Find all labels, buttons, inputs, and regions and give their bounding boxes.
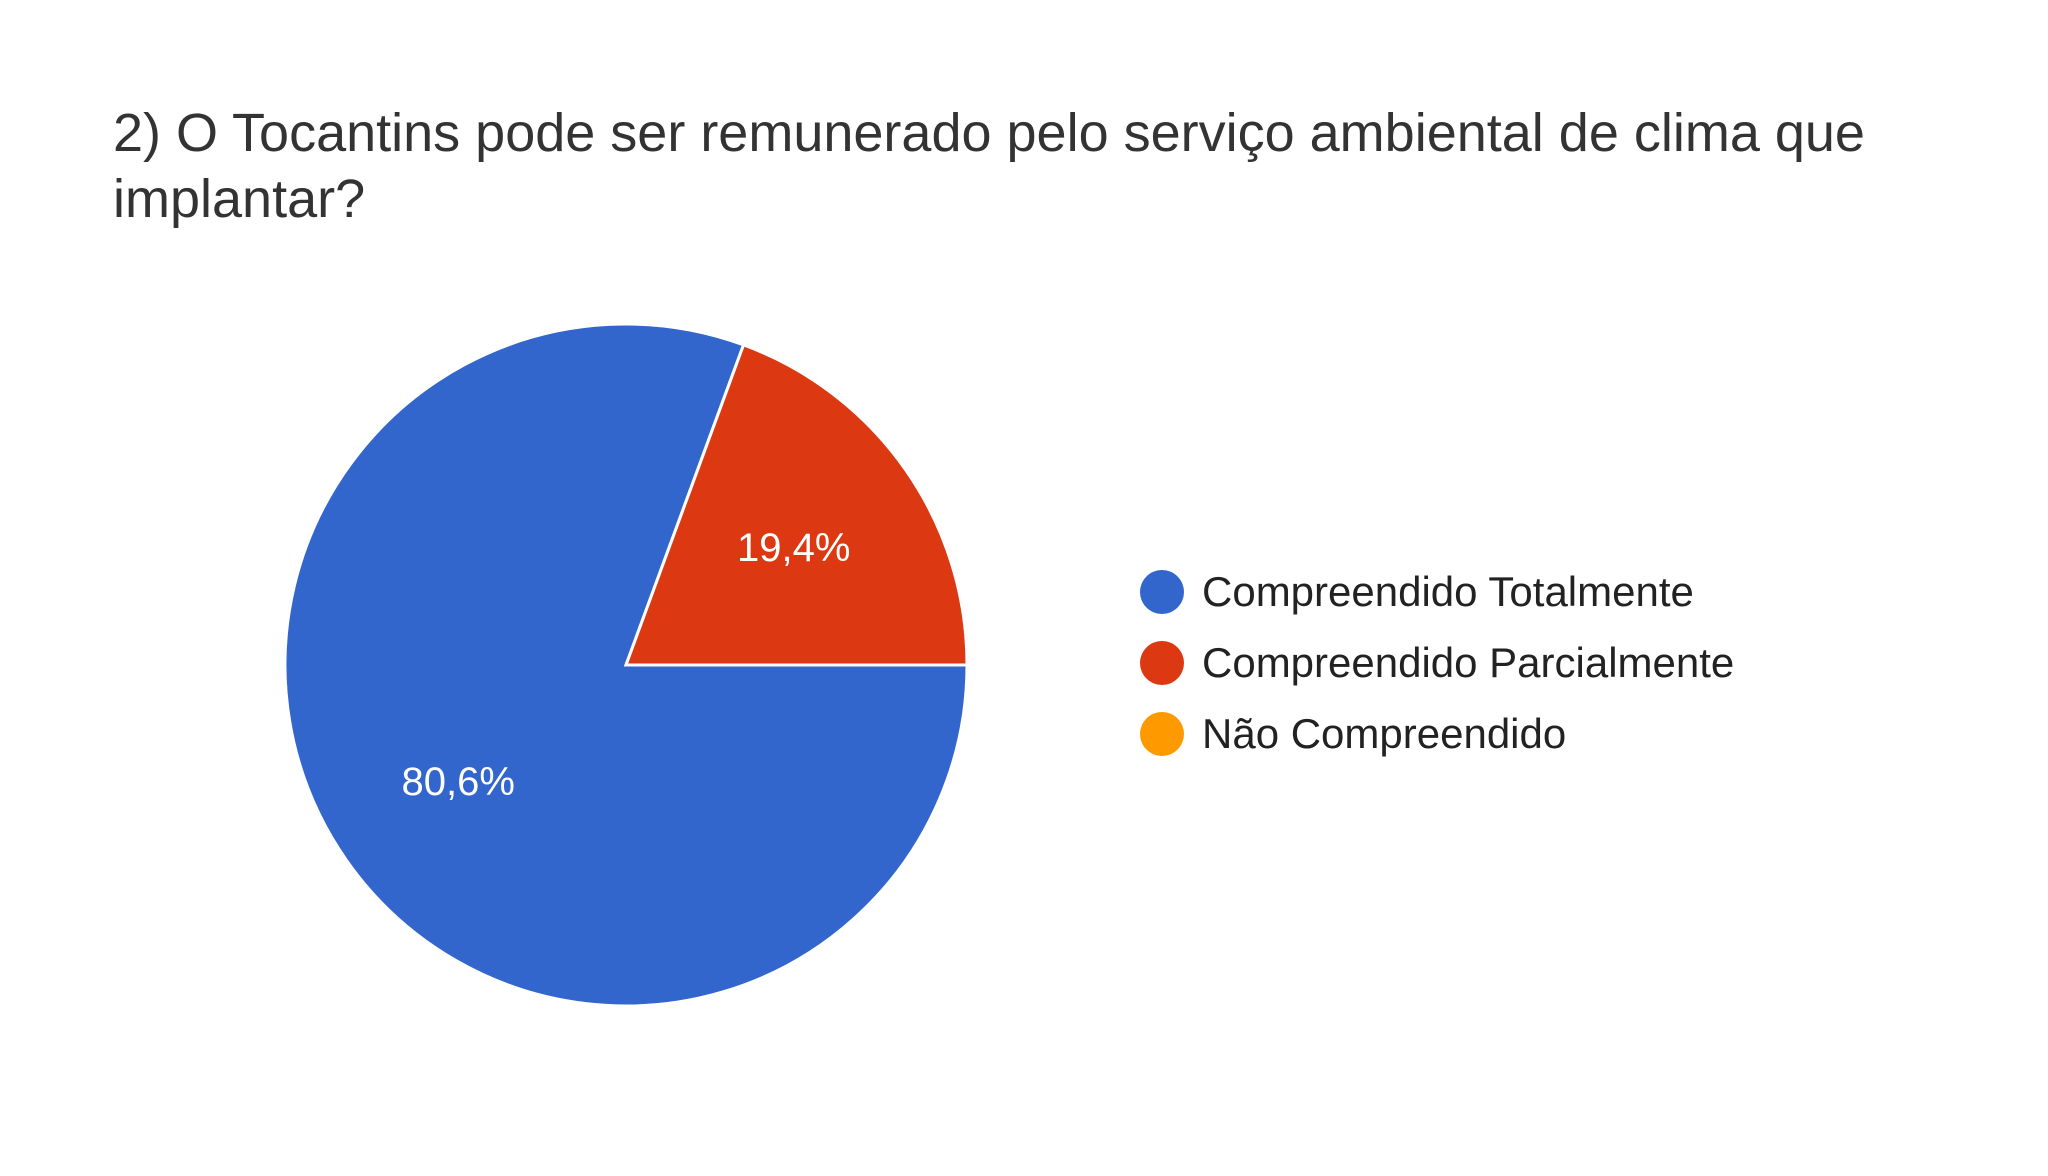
legend-swatch: [1140, 711, 1184, 756]
legend: Compreendido Totalmente Compreendido Par…: [1140, 556, 1734, 769]
legend-swatch: [1140, 640, 1184, 685]
legend-swatch: [1140, 569, 1184, 614]
legend-label: Compreendido Parcialmente: [1202, 638, 1735, 686]
legend-label: Compreendido Totalmente: [1202, 567, 1694, 615]
pie-slice[interactable]: [623, 342, 969, 667]
legend-label: Não Compreendido: [1202, 709, 1567, 757]
slice-label: 19,4%: [737, 526, 850, 570]
legend-item[interactable]: Compreendido Parcialmente: [1140, 627, 1734, 698]
legend-item[interactable]: Não Compreendido: [1140, 698, 1734, 769]
legend-item[interactable]: Compreendido Totalmente: [1140, 556, 1734, 627]
chart-title: 2) O Tocantins pode ser remunerado pelo …: [113, 103, 1865, 229]
slice-label: 80,6%: [402, 760, 515, 804]
